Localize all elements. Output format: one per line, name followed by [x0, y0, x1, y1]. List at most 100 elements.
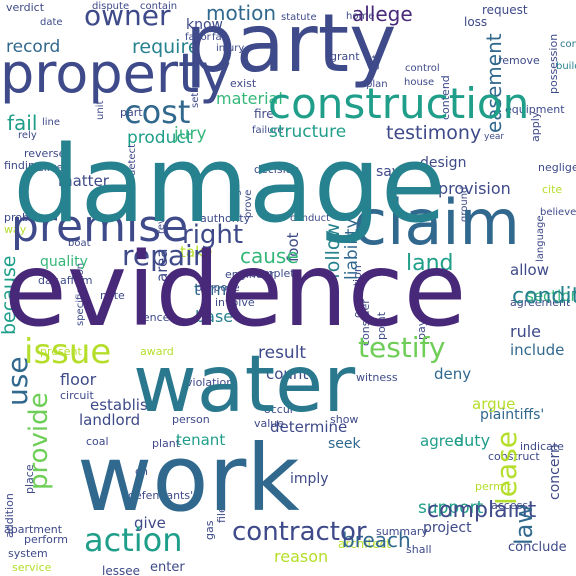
word: testify — [358, 331, 446, 364]
word: count — [266, 365, 309, 383]
word: enter — [150, 560, 185, 575]
word: contractor — [232, 517, 367, 547]
word: witness — [356, 371, 398, 384]
word: section — [526, 287, 576, 305]
word: fence — [139, 311, 170, 324]
word: material — [216, 89, 283, 108]
word: fire — [254, 107, 274, 121]
word: provide — [24, 392, 54, 490]
word: conclude — [508, 540, 567, 555]
word: reverse — [24, 147, 66, 160]
word: affirm — [60, 274, 93, 287]
word: allege — [352, 2, 413, 26]
word: matter — [58, 172, 109, 190]
word: owner — [84, 0, 171, 32]
word: architect — [338, 537, 391, 551]
word: note — [100, 289, 125, 302]
word: deny — [434, 365, 472, 383]
word: remove — [498, 54, 540, 67]
word: injury — [216, 43, 245, 54]
word: exist — [230, 77, 257, 90]
word: possession — [547, 33, 560, 94]
word: testimony — [386, 122, 482, 144]
word: tenant — [176, 431, 226, 449]
word: design — [420, 155, 467, 171]
word: complaint — [427, 498, 537, 523]
word: summary — [376, 525, 428, 538]
word: person — [172, 413, 210, 426]
word: perform — [24, 533, 68, 546]
word: house — [404, 77, 435, 88]
word: defendants' — [128, 489, 194, 502]
word: result — [258, 343, 307, 363]
word: loss — [464, 15, 488, 29]
word: show — [330, 413, 359, 426]
word: base — [195, 307, 234, 326]
word: term — [194, 280, 232, 299]
word: rely — [18, 130, 37, 141]
word: line — [42, 117, 61, 128]
word: law — [510, 503, 538, 545]
word: plan — [366, 79, 388, 90]
word: negligence — [538, 161, 576, 174]
word: apply — [529, 111, 542, 142]
word: concern — [547, 444, 563, 500]
word: landlord — [79, 411, 141, 429]
word: access — [491, 499, 529, 512]
word: damage — [13, 123, 446, 246]
word: seek — [328, 436, 361, 452]
word: fail — [7, 111, 38, 135]
word: present — [40, 345, 82, 358]
word: include — [510, 341, 565, 359]
word: say — [376, 164, 401, 180]
word: equipment — [505, 103, 565, 116]
word: cite — [542, 183, 563, 196]
word: give — [134, 514, 166, 532]
word: dispute — [92, 1, 130, 12]
word: part — [120, 106, 143, 119]
word: building — [556, 61, 576, 72]
word: claim — [353, 186, 520, 259]
word: language — [535, 215, 546, 262]
word: ch — [135, 465, 149, 478]
word: project — [423, 520, 472, 536]
word: right — [182, 220, 244, 250]
word: product — [127, 128, 193, 148]
word: day — [38, 274, 59, 287]
word: believe — [540, 207, 576, 218]
word: argue — [472, 395, 516, 413]
word: party — [185, 0, 397, 90]
word: control — [405, 63, 440, 74]
word: service — [12, 561, 52, 574]
word: repair — [122, 239, 205, 272]
word: failure — [252, 125, 284, 136]
word: water — [133, 340, 356, 430]
word: deliver — [30, 161, 68, 174]
word: plaintiffs' — [480, 407, 545, 423]
word: coal — [86, 435, 109, 448]
word: complete — [250, 267, 302, 280]
word: system — [8, 547, 48, 560]
word: award — [140, 345, 174, 358]
word: home — [346, 11, 375, 22]
word: take — [180, 243, 213, 261]
word: lessee — [102, 564, 140, 576]
word: finding — [4, 159, 42, 172]
word: provision — [438, 179, 511, 198]
word: grant — [330, 50, 360, 63]
word: premise — [11, 201, 189, 252]
word: floor — [60, 370, 97, 389]
word: shall — [406, 543, 432, 556]
word: property — [0, 42, 232, 105]
word: favor — [185, 32, 211, 43]
word: date — [40, 17, 63, 28]
word: evidence — [4, 231, 467, 350]
word: cause — [240, 244, 299, 268]
word: request — [482, 3, 528, 17]
word: statute — [281, 12, 317, 23]
word: cost — [124, 93, 191, 131]
word: decision — [254, 163, 300, 176]
word: contain — [140, 1, 178, 12]
word: conduct — [290, 213, 331, 224]
